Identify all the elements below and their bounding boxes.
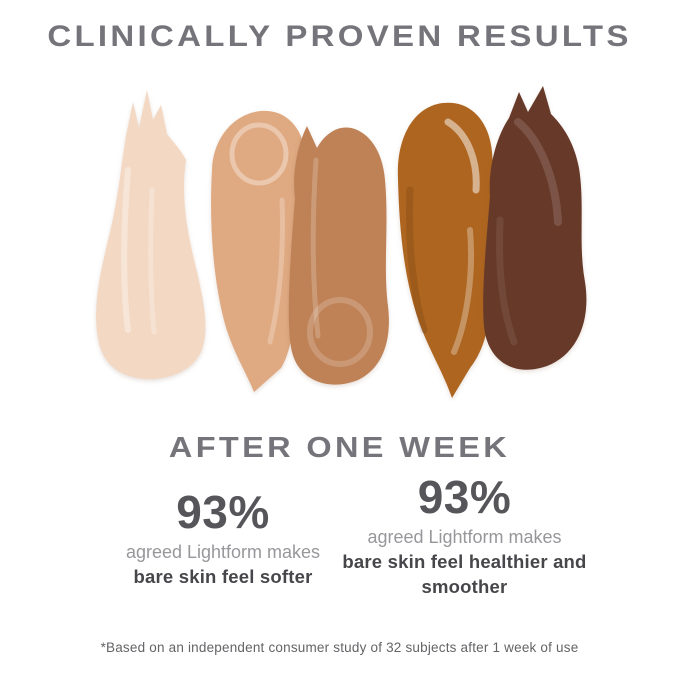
stat-percent: 93% — [176, 486, 270, 538]
swatch-light-streak — [267, 197, 285, 345]
section-heading: AFTER ONE WEEK — [168, 432, 511, 464]
stat-lead: agreed Lightform makes — [125, 542, 321, 563]
stat-emphasis: bare skin feel softer — [133, 566, 313, 588]
swatch-medium-smear — [288, 126, 389, 385]
swatch-tan-smear — [397, 102, 494, 398]
swatch-fair-highlight — [121, 167, 131, 333]
swatch-fair-smear — [96, 90, 206, 380]
footnote: *Based on an independent consumer study … — [100, 640, 579, 655]
swatch-tan-gloss-2 — [451, 227, 475, 355]
stat-healthier: 93% agreed Lightform makes bare skin fee… — [342, 473, 587, 599]
swatch-fair-highlight-2 — [148, 187, 157, 335]
stat-percent: 93% — [417, 471, 512, 523]
swatch-light-sheen-ring — [229, 122, 289, 186]
swatch-deep-sheen — [514, 118, 562, 226]
swatch-tan-gloss — [444, 118, 480, 194]
stat-lead: agreed Lightform makes — [367, 527, 562, 548]
swatch-deep-sheen-2 — [496, 216, 518, 346]
stat-softer: 93% agreed Lightform makes bare skin fee… — [103, 488, 343, 589]
headline: CLINICALLY PROVEN RESULTS — [47, 20, 632, 53]
swatch-deep-smear — [483, 86, 587, 370]
swatch-medium-sheen-ring — [307, 297, 373, 367]
swatch-tan-shade — [406, 186, 428, 334]
swatch-light-smear — [211, 110, 307, 392]
stat-emphasis: bare skin feel healthier and smoother — [342, 551, 587, 598]
swatch-medium-streak — [310, 157, 321, 339]
foundation-swatches-illustration — [96, 86, 587, 398]
